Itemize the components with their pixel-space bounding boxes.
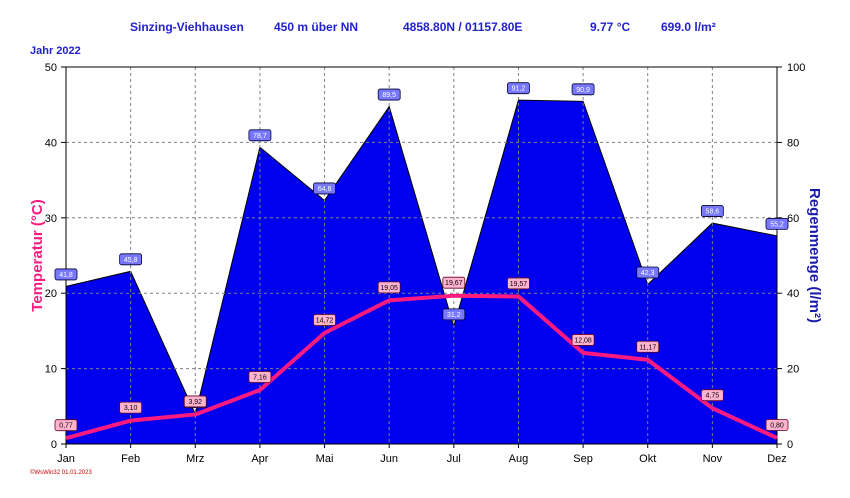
header-rain-total: 699.0 l/m² — [661, 20, 716, 34]
temp-data-label-box — [119, 401, 143, 414]
rain-data-label: 41,8 — [59, 272, 73, 279]
x-tick-label: Jun — [380, 453, 398, 465]
rain-data-label-box — [54, 268, 78, 281]
x-tick-label: Apr — [251, 453, 268, 465]
left-tick-label: 30 — [45, 213, 57, 225]
right-axis-title: Regenmenge (l/m²) — [806, 188, 823, 323]
left-tick-label: 20 — [45, 288, 57, 300]
left-tick-label: 40 — [45, 137, 57, 149]
x-tick-label: Jan — [57, 453, 75, 465]
right-tick-label: 60 — [787, 213, 799, 225]
x-tick-label: Feb — [121, 453, 140, 465]
temp-data-label-box — [248, 371, 272, 383]
left-tick-label: 0 — [51, 439, 57, 451]
temp-data-label: 11,17 — [639, 344, 656, 351]
header-coords: 4858.80N / 01157.80E — [403, 20, 523, 34]
rain-data-label-box — [119, 253, 143, 266]
x-tick-label: Dez — [767, 453, 787, 465]
temp-data-label: 19,05 — [380, 285, 398, 292]
temp-data-label-box — [636, 340, 660, 353]
header-station: Sinzing-Viehhausen — [130, 20, 244, 34]
x-tick-label: Mrz — [186, 453, 204, 465]
temp-data-label-box — [700, 389, 724, 402]
temp-data-label-box — [571, 334, 595, 346]
rain-data-label-box — [636, 266, 660, 279]
temp-data-label: 19,67 — [445, 280, 463, 287]
rain-data-label-box — [442, 308, 466, 321]
temp-data-label: 3,92 — [188, 399, 202, 406]
temp-data-label: 4,75 — [706, 393, 720, 400]
x-tick-label: Okt — [639, 453, 656, 465]
rain-data-label: 45,8 — [124, 257, 138, 264]
x-tick-label: Nov — [703, 453, 723, 465]
x-tick-label: Jul — [447, 453, 461, 465]
left-tick-label: 50 — [45, 62, 57, 74]
temp-data-label-box — [313, 314, 336, 326]
rain-data-label-box — [765, 217, 789, 230]
right-tick-label: 40 — [787, 288, 799, 300]
rain-data-label: 89,5 — [382, 92, 396, 99]
rain-data-label: 78,7 — [253, 133, 267, 140]
temp-data-label: 14,72 — [316, 318, 334, 325]
x-tick-label: Sep — [573, 453, 593, 465]
temp-data-label: 0,77 — [59, 423, 73, 430]
rain-data-label: 90,9 — [576, 87, 590, 94]
rain-data-label-box — [571, 83, 595, 96]
temperature-line — [65, 293, 778, 441]
year-label: Jahr 2022 — [30, 45, 81, 57]
rain-data-label-box — [313, 182, 336, 195]
temp-data-label-box — [377, 281, 401, 294]
temp-data-label: 3,10 — [124, 405, 138, 412]
right-tick-label: 80 — [787, 137, 799, 149]
header-mean-temp: 9.77 °C — [590, 20, 631, 34]
x-tick-label: Mai — [316, 453, 334, 465]
rain-data-label-box — [700, 205, 724, 217]
footer-copyright: ©WsWin32 01.01.2023 — [30, 470, 92, 476]
temp-data-label-box — [183, 395, 207, 408]
temp-data-label: 7,16 — [253, 375, 267, 382]
right-tick-label: 100 — [787, 62, 805, 74]
temp-data-label: 12,08 — [574, 337, 592, 344]
temp-data-label-box — [54, 419, 78, 432]
temp-data-label-box — [442, 276, 466, 289]
left-axis-title: Temperatur (°C) — [29, 199, 46, 311]
right-tick-label: 20 — [787, 364, 799, 376]
temp-data-label-box — [765, 419, 789, 431]
rain-data-label: 55,2 — [770, 221, 784, 228]
x-tick-label: Aug — [509, 453, 529, 465]
rain-data-label-box — [377, 88, 401, 101]
rain-data-label: 42,3 — [641, 270, 655, 277]
rain-data-label-box — [507, 82, 530, 95]
header-altitude: 450 m über NN — [274, 20, 359, 34]
rain-data-label: 91,2 — [512, 86, 526, 93]
right-tick-label: 0 — [787, 439, 793, 451]
rain-data-label-box — [248, 129, 272, 142]
temp-data-label: 0,80 — [770, 422, 784, 429]
rain-data-label: 31,2 — [447, 312, 461, 319]
rain-data-label: 64,6 — [318, 186, 332, 193]
temp-data-label: 19,57 — [510, 281, 528, 288]
left-tick-label: 10 — [45, 364, 57, 376]
temp-data-label-box — [507, 277, 530, 290]
rain-data-label: 58,6 — [706, 209, 720, 216]
